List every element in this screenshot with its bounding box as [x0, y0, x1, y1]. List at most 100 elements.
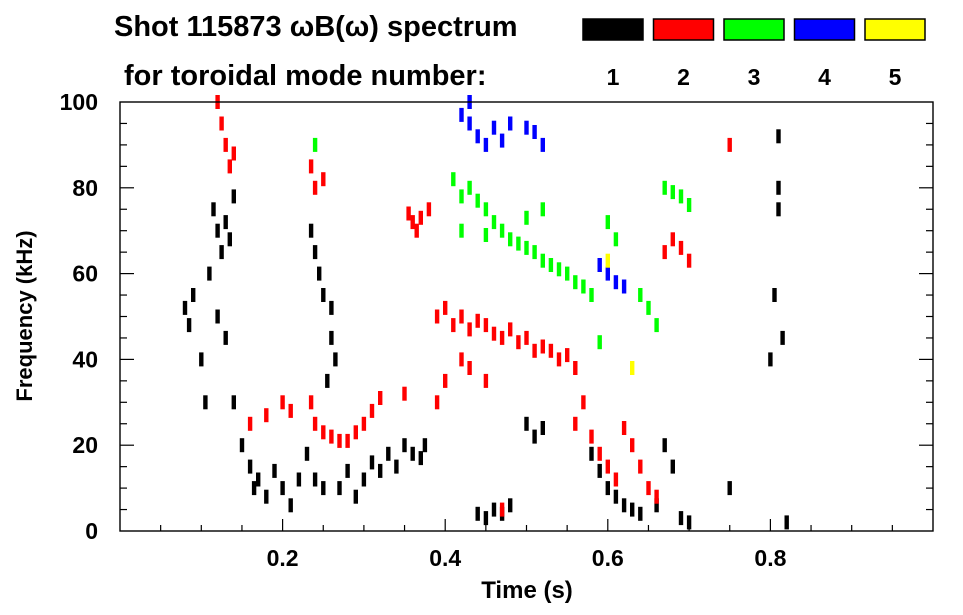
- data-point-n=2-10: [312, 416, 318, 431]
- data-point-n=3-16: [581, 279, 586, 294]
- data-point-n=1-11: [231, 189, 236, 204]
- data-point-n=4-12: [613, 275, 619, 290]
- data-point-n=2-35: [499, 330, 505, 345]
- data-point-n=2-25: [418, 210, 423, 225]
- data-point-n=2-19: [308, 159, 314, 174]
- legend-label-3: 3: [748, 64, 761, 90]
- data-point-n=4-2: [475, 129, 480, 144]
- data-point-n=1-58: [613, 489, 619, 504]
- data-point-n=1-23: [296, 472, 302, 487]
- legend-label-1: 1: [607, 64, 620, 90]
- data-point-n=1-64: [670, 459, 675, 474]
- data-point-n=2-11: [321, 425, 326, 440]
- data-point-n=3-31: [524, 210, 529, 225]
- data-point-n=2-3: [227, 159, 232, 174]
- data-point-n=4-6: [508, 116, 513, 131]
- data-point-n=5-0: [630, 361, 635, 375]
- y-tick-label: 60: [72, 261, 98, 287]
- data-point-n=2-53: [613, 472, 619, 487]
- data-point-n=2-31: [467, 322, 472, 337]
- data-point-n=2-59: [662, 245, 667, 260]
- data-point-n=3-8: [516, 236, 521, 251]
- data-point-n=4-1: [467, 116, 472, 131]
- data-point-n=2-9: [308, 395, 314, 410]
- data-point-n=2-21: [321, 172, 326, 187]
- data-point-n=2-62: [686, 253, 692, 268]
- data-point-n=1-39: [410, 446, 415, 461]
- data-point-n=1-57: [605, 481, 610, 496]
- data-point-n=1-1: [186, 318, 192, 333]
- legend-swatch-4: [793, 18, 856, 41]
- data-point-n=3-20: [613, 232, 619, 247]
- x-tick-label: 0.8: [754, 545, 786, 571]
- data-point-n=1-25: [308, 223, 314, 238]
- data-marks: [182, 95, 789, 530]
- data-point-n=4-9: [540, 137, 545, 152]
- data-point-n=1-36: [386, 446, 391, 461]
- data-point-n=3-4: [483, 202, 489, 217]
- data-point-n=1-52: [524, 416, 529, 431]
- data-point-n=3-9: [524, 240, 529, 255]
- data-point-n=2-32: [475, 313, 480, 328]
- data-point-n=2-26: [426, 202, 432, 217]
- data-point-n=3-29: [459, 223, 464, 238]
- x-tick-label: 0.6: [592, 545, 624, 571]
- legend-swatch-2: [652, 18, 715, 41]
- data-point-n=2-30: [459, 309, 464, 324]
- legend-label-4: 4: [818, 64, 831, 90]
- data-point-n=1-54: [540, 421, 545, 435]
- data-point-n=1-22: [288, 498, 293, 513]
- data-point-n=3-18: [597, 335, 602, 350]
- data-point-n=3-21: [638, 288, 643, 302]
- data-point-n=3-28: [312, 137, 318, 152]
- data-point-n=1-71: [780, 330, 785, 345]
- data-point-n=3-11: [540, 253, 545, 268]
- data-point-n=1-42: [329, 330, 334, 345]
- y-tick-label: 100: [60, 89, 98, 115]
- data-point-n=1-35: [378, 463, 383, 478]
- data-point-n=2-61: [678, 240, 684, 255]
- data-point-n=1-55: [589, 446, 594, 461]
- data-point-n=1-33: [361, 472, 367, 487]
- data-point-n=3-24: [662, 180, 667, 195]
- data-point-n=1-65: [678, 511, 684, 526]
- data-point-n=1-61: [638, 506, 643, 521]
- data-point-n=2-37: [516, 335, 521, 350]
- data-point-n=3-15: [573, 275, 578, 290]
- data-point-n=1-20: [272, 463, 277, 478]
- data-point-n=2-57: [646, 481, 651, 496]
- data-point-n=1-38: [402, 438, 407, 453]
- data-point-n=1-60: [630, 502, 635, 517]
- legend-label-2: 2: [677, 64, 690, 90]
- data-point-n=2-18: [378, 391, 383, 405]
- data-point-n=2-49: [581, 395, 586, 410]
- data-point-n=2-51: [597, 446, 602, 461]
- data-point-n=1-49: [491, 502, 497, 517]
- data-point-n=1-46: [312, 472, 318, 487]
- data-point-n=4-13: [621, 279, 627, 294]
- data-point-n=1-10: [227, 232, 232, 247]
- data-point-n=2-7: [280, 395, 285, 410]
- data-point-n=1-13: [223, 330, 228, 345]
- data-point-n=5-1: [605, 253, 610, 268]
- data-point-n=1-7: [215, 223, 220, 238]
- legend: 1 2 3 4 5: [582, 18, 926, 90]
- data-point-n=1-6: [211, 202, 216, 217]
- data-point-n=3-6: [499, 223, 505, 238]
- data-point-n=1-45: [321, 481, 326, 496]
- data-point-n=1-37: [394, 459, 399, 474]
- data-point-n=4-8: [532, 125, 537, 139]
- data-point-n=1-27: [317, 266, 322, 281]
- plot-frame: [119, 101, 934, 532]
- data-point-n=2-20: [312, 180, 318, 195]
- data-point-n=2-36: [508, 322, 513, 337]
- data-point-n=1-14: [231, 395, 236, 410]
- data-point-n=2-40: [540, 339, 545, 354]
- data-point-n=2-12: [329, 429, 334, 444]
- data-point-n=2-24: [414, 223, 419, 238]
- data-point-n=1-19: [264, 489, 269, 504]
- y-tick-label: 40: [72, 346, 98, 372]
- data-point-n=1-15: [239, 438, 245, 453]
- chart-title-line1: Shot 115873 ωB(ω) spectrum: [114, 11, 518, 43]
